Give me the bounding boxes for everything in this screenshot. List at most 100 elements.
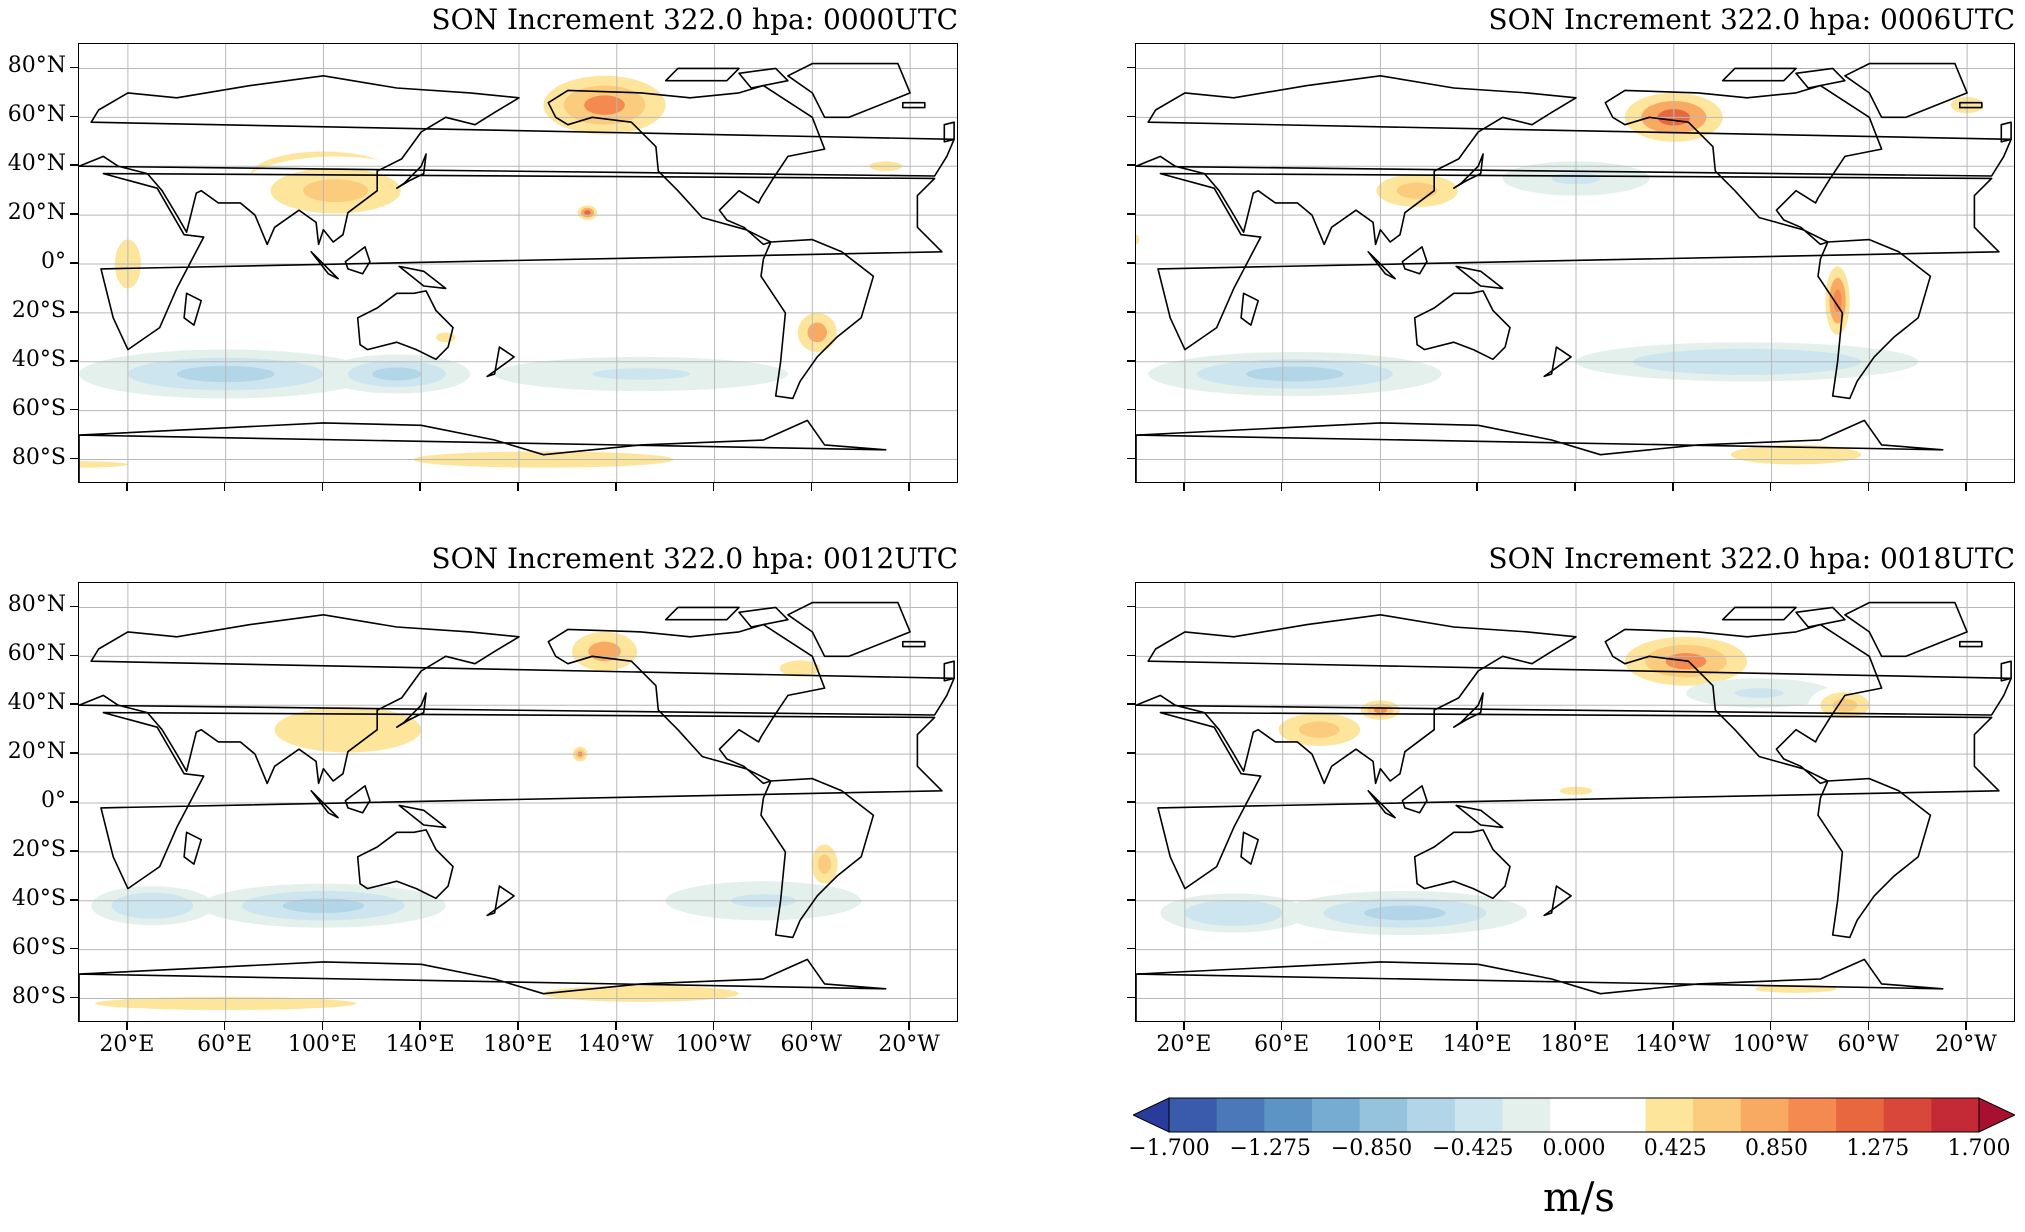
colorbar-bin <box>1597 1098 1646 1132</box>
lon-tick-label: 100°E <box>287 1032 357 1057</box>
coastline-outline <box>787 601 911 658</box>
lon-tick <box>223 483 226 491</box>
lat-tick-label: 20°S <box>11 836 66 862</box>
lat-tick <box>1127 752 1135 754</box>
lon-tick-label: 100°E <box>1344 1032 1414 1057</box>
coastline-outline <box>1367 251 1396 280</box>
map-gridlines <box>1136 583 2014 1021</box>
anomaly-contour <box>311 718 385 742</box>
colorbar-bin <box>1836 1098 1885 1132</box>
coastline-outline <box>738 67 789 89</box>
lon-tick-label: 100°W <box>675 1032 752 1057</box>
colorbar <box>1131 1097 2017 1141</box>
lon-tick <box>615 483 617 491</box>
lat-tick-label: 60°N <box>7 641 66 667</box>
coastline-outline <box>1844 62 1968 119</box>
coastline-outline <box>183 292 202 326</box>
coastline-outline <box>1817 777 1932 939</box>
map-panel-0012utc: SON Increment 322.0 hpa: 0012UTC 80°N 60°… <box>8 542 958 1082</box>
lat-tick <box>70 605 78 608</box>
lon-tick <box>1672 1022 1674 1030</box>
colorbar-tick-label: −1.275 <box>1229 1136 1311 1161</box>
anomaly-contour <box>1396 182 1438 199</box>
anomaly-contour <box>1209 906 1259 920</box>
lat-tick <box>1127 850 1135 852</box>
coastline-outline <box>1240 292 1259 326</box>
lat-tick <box>1127 947 1135 950</box>
lon-tick <box>321 1022 324 1030</box>
lon-tick-label: 180°E <box>483 1032 553 1057</box>
coastline-outline <box>1543 885 1572 917</box>
lon-tick <box>1574 1022 1576 1030</box>
lat-tick-label: 60°S <box>11 395 66 421</box>
coastline-outline <box>787 62 911 119</box>
anomaly-contour <box>372 367 422 381</box>
lon-tick <box>1183 483 1185 491</box>
coastlines <box>79 601 955 1021</box>
lon-tick <box>223 1022 226 1030</box>
coastline-outline <box>356 829 454 900</box>
map-svg <box>1136 44 2014 482</box>
coastline-outline <box>1453 153 1484 189</box>
anomaly-contour <box>1734 688 1784 698</box>
coastline-outline <box>310 790 339 819</box>
lat-tick <box>1127 605 1135 608</box>
anomaly-field <box>79 75 935 475</box>
coastline-outline <box>1240 831 1259 865</box>
colorbar-extend-min <box>1131 1097 1170 1133</box>
lat-tick <box>70 850 78 852</box>
coastline-outline <box>547 84 826 246</box>
coastline-outline <box>547 623 826 785</box>
lat-tick <box>1127 311 1135 313</box>
coastlines <box>79 62 955 482</box>
anomaly-contour <box>1136 234 1140 245</box>
coastline-outline <box>760 238 875 400</box>
coastline-outline <box>1136 419 1944 482</box>
coastline-outline <box>738 606 789 628</box>
lat-tick <box>1127 801 1135 803</box>
lon-tick-label: 180°E <box>1540 1032 1610 1057</box>
anomaly-contour <box>779 660 821 677</box>
coastline-outline <box>902 101 926 109</box>
coastline-outline <box>1795 606 1846 628</box>
anomaly-contour <box>79 461 128 468</box>
lat-tick <box>1127 360 1135 362</box>
lon-tick-label: 60°W <box>1837 1032 1900 1057</box>
anomaly-field <box>1160 636 1919 1001</box>
lon-tick <box>126 1022 128 1030</box>
lat-tick <box>1127 654 1135 657</box>
panel-title: SON Increment 322.0 hpa: 0018UTC <box>1488 542 2015 575</box>
colorbar-bin <box>1740 1098 1789 1132</box>
lat-tick <box>70 654 78 657</box>
lon-tick-label: 20°E <box>1156 1032 1212 1057</box>
coastline-outline <box>664 606 740 621</box>
map-svg <box>79 583 957 1021</box>
anomaly-contour <box>584 210 591 216</box>
colorbar-tick-label: −0.425 <box>1432 1136 1514 1161</box>
coastline-outline <box>398 265 447 290</box>
lon-tick <box>712 1022 715 1030</box>
lon-tick <box>1769 1022 1772 1030</box>
panel-title: SON Increment 322.0 hpa: 0012UTC <box>431 542 958 575</box>
lon-tick <box>1378 1022 1381 1030</box>
lon-tick-label: 100°W <box>1732 1032 1809 1057</box>
lat-tick <box>1127 408 1135 411</box>
colorbar-bin <box>1788 1098 1837 1132</box>
lon-tick-label: 20°W <box>1935 1032 1997 1057</box>
lon-tick <box>1476 1022 1478 1030</box>
lon-tick <box>908 483 910 491</box>
lat-tick <box>70 311 78 313</box>
lon-tick-label: 60°E <box>1254 1032 1310 1057</box>
anomaly-contour <box>1246 366 1344 382</box>
colorbar-bin <box>1359 1098 1408 1132</box>
coastlines <box>1136 62 2012 482</box>
lon-tick <box>126 483 128 491</box>
coastline-outline <box>1136 958 1944 1021</box>
coastline-outline <box>1136 614 2012 785</box>
anomaly-contour <box>303 179 369 203</box>
coastline-outline <box>1604 623 1883 785</box>
map-svg <box>1136 583 2014 1021</box>
coastline-outline <box>1453 692 1484 728</box>
map-gridlines <box>1136 44 2014 482</box>
colorbar-tick-label: −1.700 <box>1128 1136 1210 1161</box>
